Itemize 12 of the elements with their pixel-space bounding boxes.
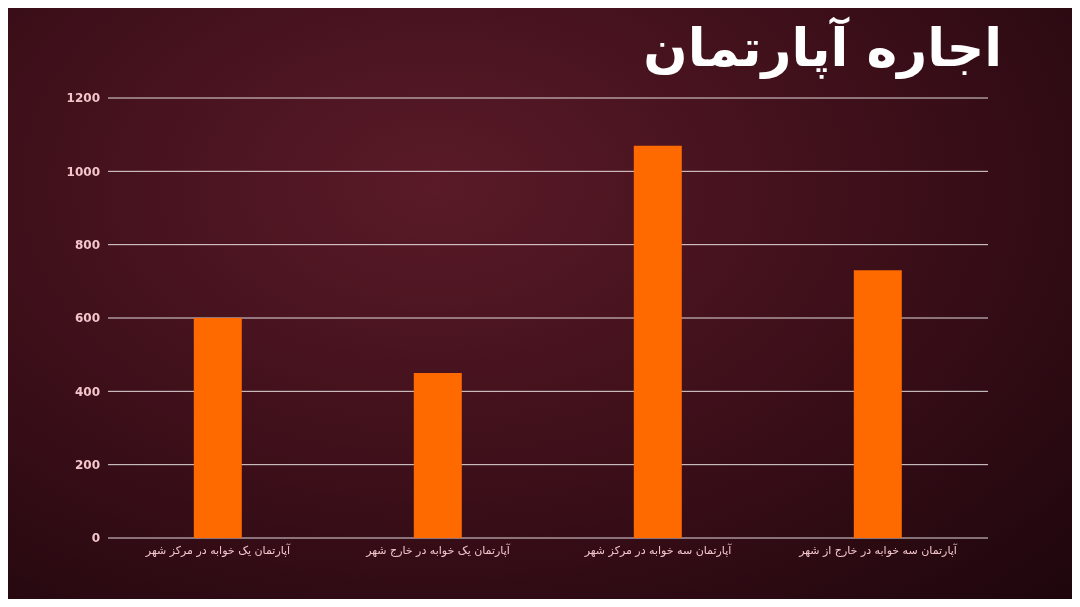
y-tick-label: 200 [74,457,100,472]
y-tick-label: 0 [91,531,100,546]
x-tick-label: آپارتمان یک خوابه در مرکز شهر [144,542,292,557]
y-tick-label: 600 [74,311,100,326]
x-tick-label: آپارتمان سه خوابه در مرکز شهر [583,542,733,557]
y-tick-label: 1200 [66,91,100,106]
y-tick-label: 400 [74,384,100,399]
x-tick-label: آپارتمان یک خوابه در خارج شهر [365,542,511,557]
x-tick-label: آپارتمان سه خوابه در خارج از شهر [798,542,958,557]
y-tick-label: 1000 [66,164,100,179]
y-tick-label: 800 [74,237,100,252]
chart-title: اجاره آپارتمان [643,18,1002,78]
